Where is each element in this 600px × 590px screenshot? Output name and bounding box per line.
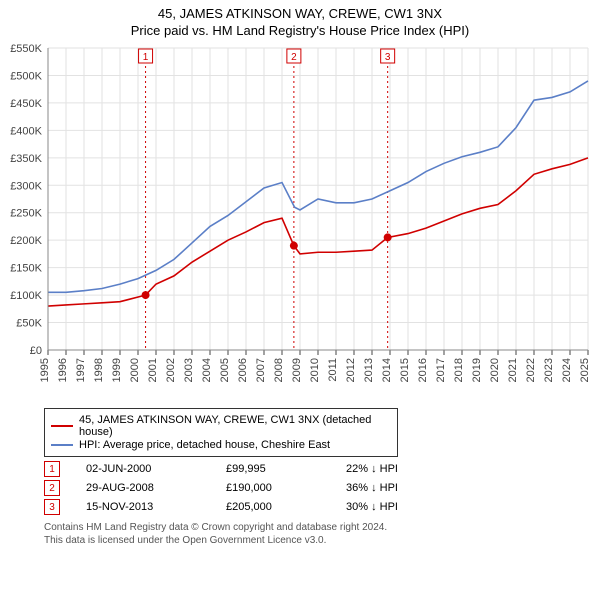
svg-text:2025: 2025 [579,358,591,382]
chart-area: £0 £50K £100K £150K £200K £250K £300K £350K £400… [0,42,600,402]
svg-text:£0: £0 [30,345,42,357]
svg-text:£400K: £400K [10,125,42,137]
svg-text:£100K: £100K [10,290,42,302]
svg-text:2005: 2005 [219,358,231,382]
svg-text:2001: 2001 [147,358,159,382]
event-delta: 36% ↓ HPI [346,482,456,494]
legend-item: 45, JAMES ATKINSON WAY, CREWE, CW1 3NX (… [51,414,391,438]
event-row: 3 15-NOV-2013 £205,000 30% ↓ HPI [44,499,590,515]
event-price: £190,000 [226,482,346,494]
event-delta: 30% ↓ HPI [346,501,456,513]
svg-text:2011: 2011 [327,358,339,382]
legend: 45, JAMES ATKINSON WAY, CREWE, CW1 3NX (… [44,408,398,457]
svg-text:£250K: £250K [10,208,42,220]
svg-text:2009: 2009 [291,358,303,382]
svg-text:2016: 2016 [417,358,429,382]
event-price: £99,995 [226,463,346,475]
event-row: 1 02-JUN-2000 £99,995 22% ↓ HPI [44,461,590,477]
legend-swatch [51,444,73,446]
svg-text:2006: 2006 [237,358,249,382]
svg-text:1998: 1998 [93,358,105,382]
svg-text:2023: 2023 [543,358,555,382]
svg-text:2018: 2018 [453,358,465,382]
svg-text:2014: 2014 [381,358,393,382]
event-badge: 1 [44,461,60,477]
svg-text:1997: 1997 [75,358,87,382]
svg-text:3: 3 [385,52,391,63]
legend-label: 45, JAMES ATKINSON WAY, CREWE, CW1 3NX (… [79,414,391,438]
footer-line: Contains HM Land Registry data © Crown c… [44,521,590,534]
svg-text:2004: 2004 [201,358,213,382]
svg-text:£150K: £150K [10,263,42,275]
svg-text:£50K: £50K [16,318,42,330]
svg-text:2022: 2022 [525,358,537,382]
svg-text:£200K: £200K [10,235,42,247]
svg-text:2013: 2013 [363,358,375,382]
svg-text:2: 2 [291,52,297,63]
svg-text:1999: 1999 [111,358,123,382]
svg-text:2017: 2017 [435,358,447,382]
title-line-1: 45, JAMES ATKINSON WAY, CREWE, CW1 3NX [0,0,600,21]
svg-text:1996: 1996 [57,358,69,382]
event-badge: 3 [44,499,60,515]
svg-text:2015: 2015 [399,358,411,382]
svg-text:2019: 2019 [471,358,483,382]
svg-text:£350K: £350K [10,153,42,165]
svg-text:2012: 2012 [345,358,357,382]
svg-text:2000: 2000 [129,358,141,382]
event-date: 15-NOV-2013 [86,501,226,513]
svg-text:2020: 2020 [489,358,501,382]
svg-text:1995: 1995 [39,358,51,382]
event-badge: 2 [44,480,60,496]
event-row: 2 29-AUG-2008 £190,000 36% ↓ HPI [44,480,590,496]
svg-text:2021: 2021 [507,358,519,382]
event-date: 02-JUN-2000 [86,463,226,475]
svg-text:1: 1 [143,52,149,63]
footer-line: This data is licensed under the Open Gov… [44,534,590,547]
footer: Contains HM Land Registry data © Crown c… [44,521,590,547]
event-price: £205,000 [226,501,346,513]
svg-text:£450K: £450K [10,98,42,110]
legend-label: HPI: Average price, detached house, Ches… [79,439,330,451]
event-date: 29-AUG-2008 [86,482,226,494]
svg-text:2024: 2024 [561,358,573,382]
title-line-2: Price paid vs. HM Land Registry's House … [0,21,600,42]
event-table: 1 02-JUN-2000 £99,995 22% ↓ HPI 2 29-AUG… [44,461,590,515]
svg-text:2008: 2008 [273,358,285,382]
svg-text:2002: 2002 [165,358,177,382]
svg-text:2003: 2003 [183,358,195,382]
legend-item: HPI: Average price, detached house, Ches… [51,439,391,451]
event-delta: 22% ↓ HPI [346,463,456,475]
svg-text:£500K: £500K [10,70,42,82]
svg-text:2010: 2010 [309,358,321,382]
svg-text:£300K: £300K [10,180,42,192]
line-chart-svg: £0 £50K £100K £150K £200K £250K £300K £350K £400… [0,42,600,402]
chart-container: 45, JAMES ATKINSON WAY, CREWE, CW1 3NX P… [0,0,600,547]
svg-text:£550K: £550K [10,43,42,55]
legend-swatch [51,425,73,427]
svg-text:2007: 2007 [255,358,267,382]
